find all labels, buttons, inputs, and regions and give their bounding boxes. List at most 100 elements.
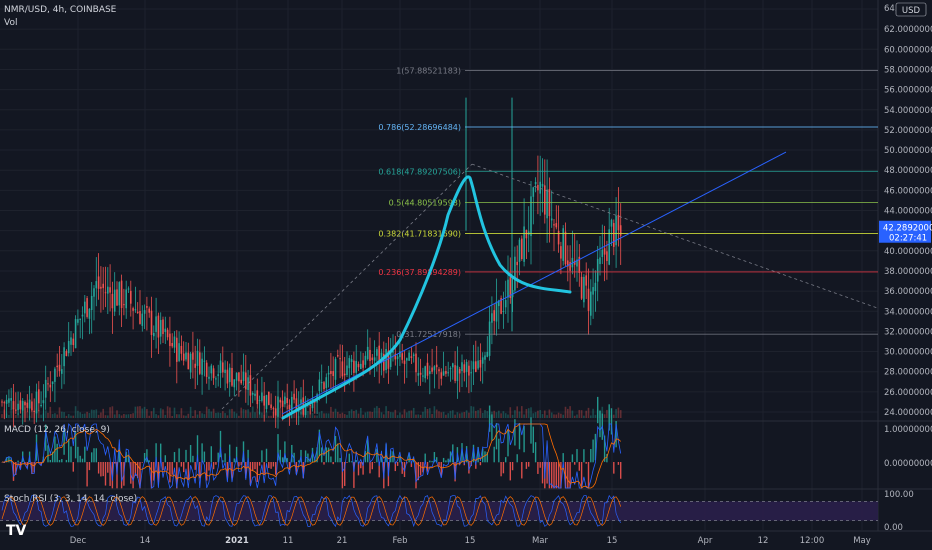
- macd-histogram-bar: [146, 449, 148, 463]
- volume-bar: [323, 413, 325, 418]
- volume-bar: [481, 412, 484, 418]
- macd-histogram-bar: [362, 462, 364, 475]
- price-tick-label: 62.00000000: [884, 25, 932, 35]
- macd-tick-label: 1.00000000: [884, 425, 932, 435]
- candle-body: [178, 343, 180, 361]
- candle-body: [514, 256, 516, 291]
- macd-histogram-bar: [93, 448, 95, 463]
- macd-tick-label: 0.00000000: [884, 459, 932, 469]
- macd-histogram-bar: [553, 462, 555, 489]
- volume-bar: [341, 412, 344, 418]
- volume-bar: [123, 413, 125, 418]
- volume-bar: [399, 412, 401, 418]
- price-tick-label: 64.: [884, 4, 898, 14]
- volume-bar: [546, 415, 548, 418]
- time-tick-label: 15: [465, 536, 476, 546]
- candle-body: [134, 309, 137, 311]
- macd-histogram-bar: [125, 451, 127, 463]
- candle-body: [550, 218, 553, 221]
- price-tick-label: 30.00000000: [884, 348, 932, 358]
- volume-bar: [463, 412, 466, 418]
- volume-bar: [254, 412, 256, 418]
- price-axis: 62.00000000 60.00000000 58.00000000 56.0000…: [879, 2, 932, 533]
- candle-body: [518, 239, 521, 262]
- candle-body: [599, 257, 601, 265]
- macd-histogram-bar: [350, 461, 353, 463]
- volume-bar: [24, 407, 26, 418]
- macd-histogram-bar: [521, 462, 523, 479]
- macd-histogram-bar: [574, 462, 576, 465]
- macd-histogram-bar: [298, 460, 300, 463]
- volume-bar: [560, 413, 562, 418]
- candle-body: [424, 366, 426, 379]
- volume-bar: [479, 408, 482, 418]
- time-axis: Dec 14 2021 11 21 Feb 15 Mar 15 Apr 12 12:00 May: [70, 536, 871, 546]
- candle-body: [567, 260, 569, 267]
- macd-histogram-bar: [272, 462, 275, 467]
- macd-histogram-bar: [15, 462, 17, 475]
- macd-histogram-bar: [206, 462, 208, 481]
- macd-histogram-bar: [81, 458, 84, 463]
- candle-body: [417, 373, 420, 376]
- macd-histogram-bar: [153, 462, 155, 481]
- volume-bar: [134, 406, 137, 418]
- macd-histogram-bar: [339, 457, 341, 463]
- macd-legend[interactable]: MACD (12, 26, close, 9): [4, 425, 110, 435]
- macd-histogram-bar: [408, 452, 410, 463]
- candle-body: [281, 400, 284, 407]
- candle-body: [120, 280, 123, 309]
- macd-histogram-bar: [58, 460, 61, 463]
- macd-histogram-bar: [394, 462, 396, 472]
- candle-body: [1, 401, 3, 403]
- candle-body: [189, 353, 192, 373]
- candle-body: [327, 372, 330, 375]
- candle-body: [169, 333, 171, 347]
- fib-level-label: 0.5(44.80519598): [389, 198, 461, 207]
- price-tick-label: 58.00000000: [884, 65, 932, 75]
- candle-body: [475, 361, 477, 372]
- candle-body: [196, 350, 199, 366]
- volume-bar: [302, 412, 305, 418]
- macd-histogram-bar: [275, 462, 277, 475]
- candle-body: [553, 224, 555, 226]
- macd-histogram-bar: [502, 462, 505, 474]
- candle-body: [28, 399, 31, 409]
- candle-body: [438, 369, 440, 372]
- macd-histogram-bar: [201, 443, 203, 463]
- volume-bar: [514, 410, 516, 418]
- candle-body: [401, 353, 403, 360]
- candle-body: [219, 360, 222, 373]
- volume-bar: [332, 411, 334, 418]
- volume-bar: [373, 407, 376, 418]
- stoch-rsi-legend[interactable]: Stoch RSI (3, 3, 14, 14, close): [4, 494, 138, 504]
- currency-button[interactable]: [895, 2, 927, 17]
- macd-histogram-bar: [518, 423, 521, 450]
- macd-histogram-bar: [61, 459, 63, 463]
- volume-bar: [203, 414, 206, 418]
- volume-bar: [350, 409, 353, 418]
- candle-body: [291, 396, 293, 413]
- macd-histogram-bar: [185, 449, 187, 463]
- volume-bar: [169, 407, 171, 418]
- volume-bar: [592, 408, 594, 418]
- volume-bar: [40, 414, 42, 418]
- volume-bar: [325, 413, 328, 418]
- volume-bar: [366, 411, 369, 418]
- volume-bar: [141, 408, 144, 418]
- volume-bar: [307, 410, 309, 418]
- volume-bar: [495, 412, 498, 418]
- macd-histogram-bar: [606, 454, 608, 463]
- volume-bar: [31, 407, 33, 418]
- volume-bar: [422, 411, 424, 418]
- candle-body: [576, 259, 578, 267]
- candle-body: [26, 402, 29, 408]
- candle-body: [309, 405, 311, 407]
- macd-histogram-bar: [263, 462, 265, 474]
- candle-body: [90, 295, 93, 311]
- volume-bar: [293, 412, 295, 418]
- macd-histogram-bar: [295, 462, 298, 474]
- macd-histogram-bar: [150, 462, 153, 489]
- volume-bar: [364, 412, 367, 418]
